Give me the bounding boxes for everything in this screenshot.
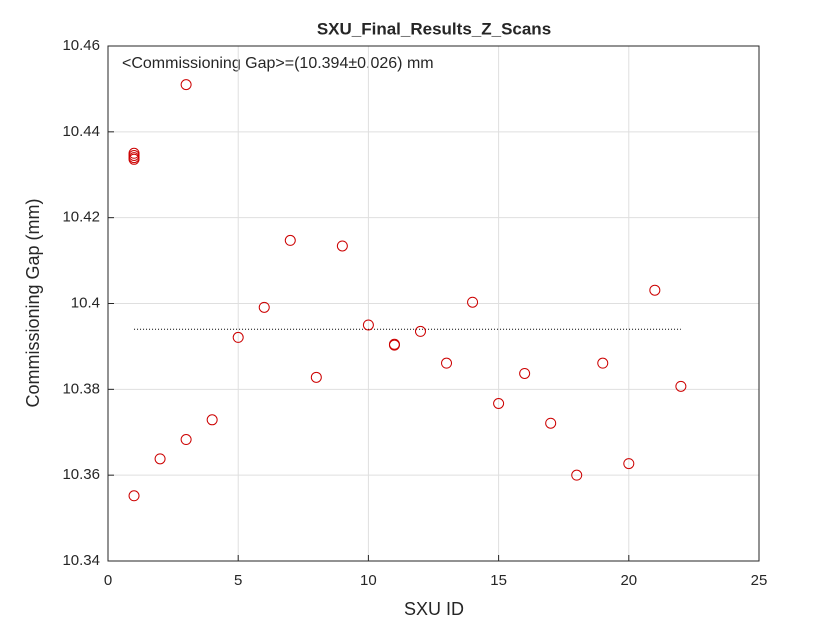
- data-point: [284, 234, 296, 246]
- y-tick-label: 10.42: [62, 209, 100, 226]
- data-point: [154, 453, 166, 465]
- data-point: [493, 397, 505, 409]
- data-point: [441, 357, 453, 369]
- data-point: [571, 469, 583, 481]
- x-tick-label: 5: [234, 572, 242, 589]
- x-tick-label: 15: [490, 572, 507, 589]
- data-point: [206, 414, 218, 426]
- data-point: [388, 339, 400, 351]
- y-tick-label: 10.34: [62, 552, 100, 569]
- data-point: [128, 147, 140, 159]
- data-point: [258, 301, 270, 313]
- data-point: [675, 380, 687, 392]
- annotation: <Commissioning Gap>=(10.394±0.026) mm: [122, 55, 434, 72]
- data-point: [519, 367, 531, 379]
- x-tick-label: 20: [620, 572, 637, 589]
- chart-title: SXU_Final_Results_Z_Scans: [317, 19, 551, 38]
- x-tick-label: 0: [104, 572, 112, 589]
- y-tick-label: 10.36: [62, 466, 100, 483]
- y-tick-label: 10.46: [62, 37, 100, 54]
- data-point: [128, 490, 140, 502]
- data-point: [362, 319, 374, 331]
- data-point: [414, 325, 426, 337]
- data-point: [180, 79, 192, 91]
- y-tick-label: 10.44: [62, 123, 100, 140]
- data-point: [467, 296, 479, 308]
- data-point: [649, 284, 661, 296]
- x-tick-label: 10: [360, 572, 377, 589]
- y-axis-label: Commissioning Gap (mm): [23, 198, 43, 407]
- data-point: [310, 371, 322, 383]
- data-point: [180, 434, 192, 446]
- x-tick-label: 25: [751, 572, 768, 589]
- data-point: [232, 331, 244, 343]
- y-tick-label: 10.4: [71, 294, 100, 311]
- x-axis-label: SXU ID: [404, 599, 464, 619]
- data-point: [597, 357, 609, 369]
- plot-frame: [107, 45, 760, 562]
- data-point: [336, 240, 348, 252]
- data-point: [545, 417, 557, 429]
- data-point: [623, 458, 635, 470]
- y-tick-label: 10.38: [62, 380, 100, 397]
